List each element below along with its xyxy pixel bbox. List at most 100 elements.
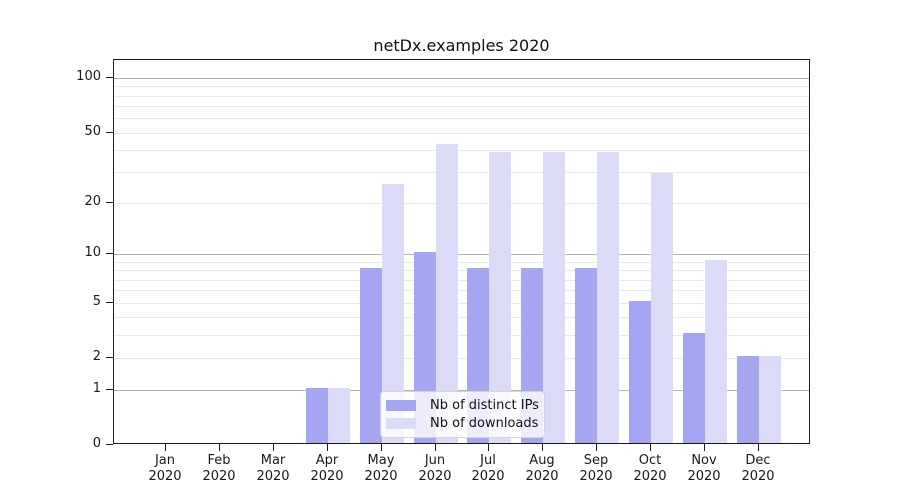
x-tick-year: 2020 [687, 469, 721, 484]
x-axis-tick [488, 444, 489, 451]
chart-title: netDx.examples 2020 [373, 36, 550, 55]
x-axis-tick-label: Nov 2020 [687, 453, 720, 485]
y-axis-tick [106, 132, 113, 133]
x-axis-tick-label: Jul 2020 [471, 453, 504, 485]
y-axis-tick-label: 2 [92, 349, 101, 364]
y-axis-tick [106, 202, 113, 203]
x-axis-tick [165, 444, 166, 451]
bar-distinct-ips-apr [306, 388, 328, 443]
x-axis-tick [758, 444, 759, 451]
minor-gridline [114, 270, 809, 271]
x-tick-year: 2020 [741, 469, 775, 484]
minor-gridline [114, 172, 809, 173]
x-tick-year: 2020 [202, 469, 236, 484]
minor-gridline [114, 118, 809, 119]
minor-gridline [114, 262, 809, 263]
x-tick-month: Aug [529, 453, 555, 468]
x-tick-year: 2020 [579, 469, 613, 484]
x-tick-month: Feb [207, 453, 231, 468]
minor-gridline [114, 106, 809, 107]
legend-label: Nb of distinct IPs [430, 398, 539, 413]
x-tick-year: 2020 [148, 469, 182, 484]
x-tick-year: 2020 [256, 469, 290, 484]
x-tick-month: Apr [315, 453, 339, 468]
bar-distinct-ips-dec [737, 356, 759, 443]
bar-distinct-ips-nov [683, 333, 705, 443]
x-tick-month: Jan [154, 453, 176, 468]
x-axis-tick-label: May 2020 [364, 453, 397, 485]
x-axis-tick-label: Feb 2020 [202, 453, 235, 485]
y-axis-tick [106, 302, 113, 303]
x-tick-year: 2020 [418, 469, 452, 484]
minor-gridline [114, 96, 809, 97]
bar-distinct-ips-may [360, 268, 382, 443]
x-tick-year: 2020 [633, 469, 667, 484]
x-axis-tick-label: Apr 2020 [310, 453, 343, 485]
y-axis-tick [106, 357, 113, 358]
x-axis-tick [596, 444, 597, 451]
x-axis-tick [704, 444, 705, 451]
x-axis-tick-label: Aug 2020 [525, 453, 558, 485]
bar-downloads-jun [436, 144, 458, 443]
minor-gridline [114, 358, 809, 359]
legend-swatch-downloads [386, 418, 416, 429]
y-axis-tick [106, 253, 113, 254]
minor-gridline [114, 86, 809, 87]
bar-downloads-nov [705, 260, 727, 443]
bar-downloads-sep [597, 152, 619, 443]
legend: Nb of distinct IPs Nb of downloads [380, 391, 545, 438]
legend-swatch-distinct-ips [386, 400, 416, 411]
y-axis-tick-label: 20 [84, 194, 101, 209]
x-tick-month: Oct [638, 453, 662, 468]
legend-entry: Nb of distinct IPs [386, 397, 539, 414]
x-tick-month: May [367, 453, 395, 468]
bar-downloads-may [382, 184, 404, 443]
legend-label: Nb of downloads [430, 416, 539, 431]
x-axis-tick [435, 444, 436, 451]
minor-gridline [114, 150, 809, 151]
x-tick-year: 2020 [471, 469, 505, 484]
x-tick-month: Dec [745, 453, 771, 468]
x-axis-tick [327, 444, 328, 451]
x-tick-month: Mar [260, 453, 286, 468]
x-axis-tick [650, 444, 651, 451]
minor-gridline [114, 133, 809, 134]
x-axis-tick-label: Dec 2020 [741, 453, 774, 485]
x-tick-month: Jun [424, 453, 446, 468]
y-axis-tick-label: 0 [92, 436, 101, 451]
minor-gridline [114, 317, 809, 318]
major-gridline [114, 390, 809, 391]
x-axis-tick [219, 444, 220, 451]
minor-gridline [114, 280, 809, 281]
x-axis-tick [273, 444, 274, 451]
x-tick-month: Jul [480, 453, 496, 468]
x-axis-tick-label: Mar 2020 [256, 453, 289, 485]
major-gridline [114, 78, 809, 79]
bar-downloads-oct [651, 173, 673, 443]
x-axis-tick-label: Sep 2020 [579, 453, 612, 485]
x-tick-month: Nov [691, 453, 717, 468]
x-tick-year: 2020 [310, 469, 344, 484]
y-axis-tick [106, 77, 113, 78]
bar-downloads-jul [489, 152, 511, 443]
x-axis-tick-label: Jun 2020 [418, 453, 451, 485]
minor-gridline [114, 290, 809, 291]
plot-area [113, 59, 810, 444]
major-gridline [114, 254, 809, 255]
x-tick-year: 2020 [525, 469, 559, 484]
y-axis-tick-label: 100 [76, 69, 101, 84]
y-axis-tick-label: 10 [84, 245, 101, 260]
x-axis-tick [542, 444, 543, 451]
x-tick-year: 2020 [364, 469, 398, 484]
x-tick-month: Sep [583, 453, 609, 468]
bar-downloads-aug [543, 152, 565, 443]
minor-gridline [114, 335, 809, 336]
x-axis-tick-label: Oct 2020 [633, 453, 666, 485]
x-axis-tick [381, 444, 382, 451]
minor-gridline [114, 303, 809, 304]
y-axis-tick [106, 444, 113, 445]
y-axis-tick-label: 50 [84, 124, 101, 139]
y-axis-tick-label: 1 [92, 381, 101, 396]
bar-distinct-ips-oct [629, 301, 651, 443]
